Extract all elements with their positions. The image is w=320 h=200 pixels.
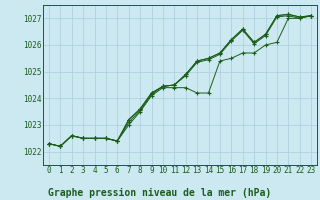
Text: Graphe pression niveau de la mer (hPa): Graphe pression niveau de la mer (hPa) [48,188,272,198]
